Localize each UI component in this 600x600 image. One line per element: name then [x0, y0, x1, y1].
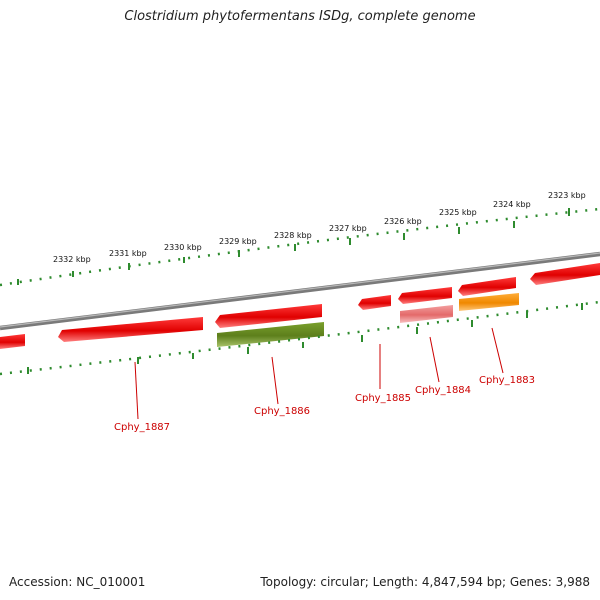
ruler-label: 2330 kbp: [164, 243, 202, 252]
gene-labels: Cphy_1887 Cphy_1886 Cphy_1885 Cphy_1884 …: [114, 375, 535, 433]
outer-ruler-arc: [0, 207, 600, 287]
ruler-label: 2326 kbp: [384, 217, 422, 226]
outer-ruler-ticks: [17, 208, 570, 285]
feature-block-pink[interactable]: [400, 305, 453, 323]
gene-label: Cphy_1887: [114, 422, 170, 433]
gene-arrow[interactable]: [530, 263, 600, 285]
feature-block-orange[interactable]: [459, 293, 519, 311]
gene-label: Cphy_1885: [355, 393, 411, 404]
genome-summary-text: Topology: circular; Length: 4,847,594 bp…: [260, 575, 590, 589]
ruler-label: 2331 kbp: [109, 249, 147, 258]
forward-genes: [0, 263, 600, 349]
gene-label: Cphy_1884: [415, 385, 471, 396]
gene-arrow[interactable]: [215, 304, 322, 328]
ruler-label: 2324 kbp: [493, 200, 531, 209]
ruler-label: 2325 kbp: [439, 208, 477, 217]
gene-arrow[interactable]: [458, 277, 516, 296]
label-leaders: [134, 327, 504, 420]
page-title: Clostridium phytofermentans ISDg, comple…: [124, 9, 476, 24]
gene-arrow[interactable]: [398, 287, 452, 304]
ruler-label: 2329 kbp: [219, 237, 257, 246]
gene-label: Cphy_1883: [479, 375, 535, 386]
accession-text: Accession: NC_010001: [9, 575, 146, 589]
gene-arrow[interactable]: [0, 334, 25, 349]
feature-block-green[interactable]: [217, 322, 324, 347]
gene-label: Cphy_1886: [254, 406, 310, 417]
ruler-label: 2332 kbp: [53, 255, 91, 264]
inner-ruler-ticks: [27, 303, 583, 374]
ruler-label: 2323 kbp: [548, 191, 586, 200]
ruler-label: 2327 kbp: [329, 224, 367, 233]
ruler-label: 2328 kbp: [274, 231, 312, 240]
ruler-labels: 2332 kbp 2331 kbp 2330 kbp 2329 kbp 2328…: [53, 191, 586, 264]
gene-arrow[interactable]: [358, 295, 391, 310]
gene-arrow[interactable]: [58, 317, 203, 342]
